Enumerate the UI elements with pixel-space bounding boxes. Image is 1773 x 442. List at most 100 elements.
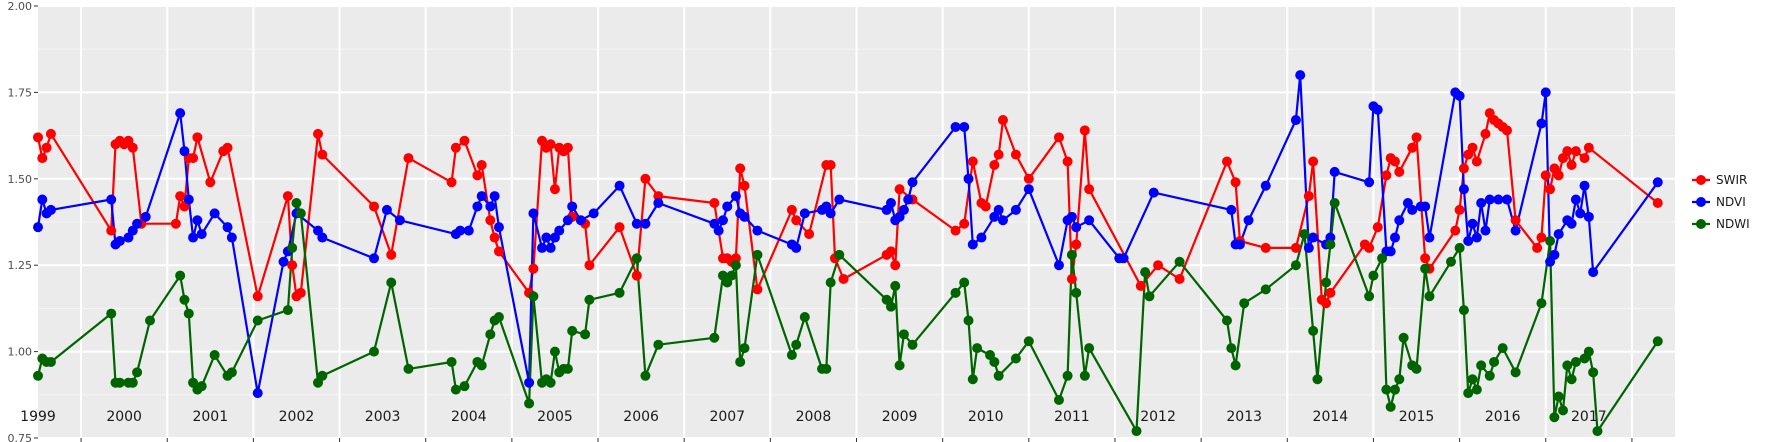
- data-point-swir: [885, 246, 896, 257]
- data-point-ndwi: [890, 280, 901, 291]
- data-point-ndwi: [196, 381, 207, 392]
- y-tick-label: 1.25: [8, 259, 33, 272]
- data-point-swir: [1454, 204, 1465, 215]
- data-point-ndwi: [476, 360, 487, 371]
- data-point-ndvi: [903, 194, 914, 205]
- data-point-ndvi: [997, 215, 1008, 226]
- data-point-ndvi: [493, 222, 504, 233]
- data-point-swir: [1420, 253, 1431, 264]
- data-point-swir: [1471, 156, 1482, 167]
- data-point-ndwi: [709, 332, 720, 343]
- data-point-swir: [1010, 149, 1021, 160]
- data-point-ndvi: [1458, 184, 1469, 195]
- year-label: 2013: [1226, 409, 1262, 425]
- data-point-ndwi: [1321, 277, 1332, 288]
- year-label: 2001: [192, 409, 228, 425]
- data-point-ndwi: [1411, 363, 1422, 374]
- data-point-swir: [1153, 260, 1164, 271]
- data-point-swir: [41, 142, 52, 153]
- data-point-ndwi: [145, 315, 156, 326]
- data-point-swir: [127, 142, 138, 153]
- data-point-swir: [1501, 125, 1512, 136]
- data-point-swir: [313, 128, 324, 139]
- data-point-swir: [45, 128, 56, 139]
- data-point-ndvi: [993, 204, 1004, 215]
- data-point-ndwi: [291, 197, 302, 208]
- data-point-swir: [403, 153, 414, 164]
- legend-label-ndwi: NDWI: [1716, 217, 1750, 231]
- data-point-ndvi: [183, 194, 194, 205]
- legend-key-point: [1696, 219, 1706, 229]
- data-point-ndvi: [485, 201, 496, 212]
- data-point-ndwi: [1385, 401, 1396, 412]
- data-point-ndvi: [472, 201, 483, 212]
- data-point-swir: [1290, 242, 1301, 253]
- data-point-ndvi: [799, 208, 810, 219]
- data-point-ndwi: [799, 312, 810, 323]
- data-point-ndvi: [222, 222, 233, 233]
- data-point-ndwi: [1325, 239, 1336, 250]
- data-point-swir: [1321, 298, 1332, 309]
- data-point-swir: [1562, 146, 1573, 157]
- data-point-ndvi: [1476, 197, 1487, 208]
- data-point-swir: [1652, 197, 1663, 208]
- data-point-ndvi: [1394, 215, 1405, 226]
- data-point-ndvi: [541, 232, 552, 243]
- legend-key-point: [1696, 197, 1706, 207]
- data-point-ndvi: [907, 177, 918, 188]
- data-point-ndwi: [386, 277, 397, 288]
- data-point-ndwi: [209, 350, 220, 361]
- data-point-ndvi: [1118, 253, 1129, 264]
- data-point-ndvi: [898, 204, 909, 215]
- data-point-ndwi: [963, 315, 974, 326]
- data-point-ndvi: [588, 208, 599, 219]
- data-point-swir: [1394, 166, 1405, 177]
- data-point-swir: [894, 184, 905, 195]
- data-point-swir: [493, 246, 504, 257]
- data-point-ndwi: [226, 367, 237, 378]
- data-point-ndwi: [653, 339, 664, 350]
- data-point-ndvi: [132, 218, 143, 229]
- data-point-swir: [1407, 142, 1418, 153]
- year-label: 2008: [796, 409, 832, 425]
- data-point-ndwi: [1364, 291, 1375, 302]
- data-point-swir: [838, 274, 849, 285]
- data-point-swir: [170, 218, 181, 229]
- data-point-ndvi: [33, 222, 43, 233]
- data-point-ndvi: [528, 208, 539, 219]
- data-point-ndvi: [1325, 232, 1336, 243]
- data-point-ndvi: [1053, 260, 1064, 271]
- year-label: 2004: [451, 409, 487, 425]
- y-tick-label: 2.00: [8, 0, 33, 13]
- data-point-swir: [1532, 242, 1543, 253]
- data-point-ndwi: [1484, 370, 1495, 381]
- data-point-ndvi: [554, 225, 565, 236]
- data-point-ndvi: [1501, 194, 1512, 205]
- data-point-swir: [282, 191, 293, 202]
- data-point-swir: [485, 215, 496, 226]
- data-point-ndwi: [1131, 426, 1142, 437]
- data-point-ndwi: [493, 312, 504, 323]
- data-point-ndvi: [1385, 246, 1396, 257]
- data-point-ndwi: [562, 363, 573, 374]
- data-point-swir: [752, 284, 763, 295]
- data-point-ndvi: [1260, 180, 1271, 191]
- data-point-ndvi: [188, 232, 199, 243]
- data-point-ndwi: [33, 370, 43, 381]
- data-point-ndvi: [739, 211, 750, 222]
- year-label: 2002: [279, 409, 315, 425]
- data-point-ndwi: [726, 270, 737, 281]
- data-point-ndvi: [45, 204, 56, 215]
- data-point-swir: [1450, 225, 1461, 236]
- data-point-ndwi: [1545, 236, 1556, 247]
- data-point-swir: [295, 287, 306, 298]
- data-point-ndvi: [1389, 232, 1400, 243]
- data-point-ndwi: [317, 370, 328, 381]
- data-point-ndvi: [192, 215, 203, 226]
- data-point-swir: [1066, 274, 1077, 285]
- data-point-ndwi: [894, 360, 905, 371]
- data-point-ndvi: [1652, 177, 1663, 188]
- data-point-ndvi: [1510, 225, 1521, 236]
- data-point-swir: [1062, 156, 1073, 167]
- data-point-ndvi: [1010, 204, 1021, 215]
